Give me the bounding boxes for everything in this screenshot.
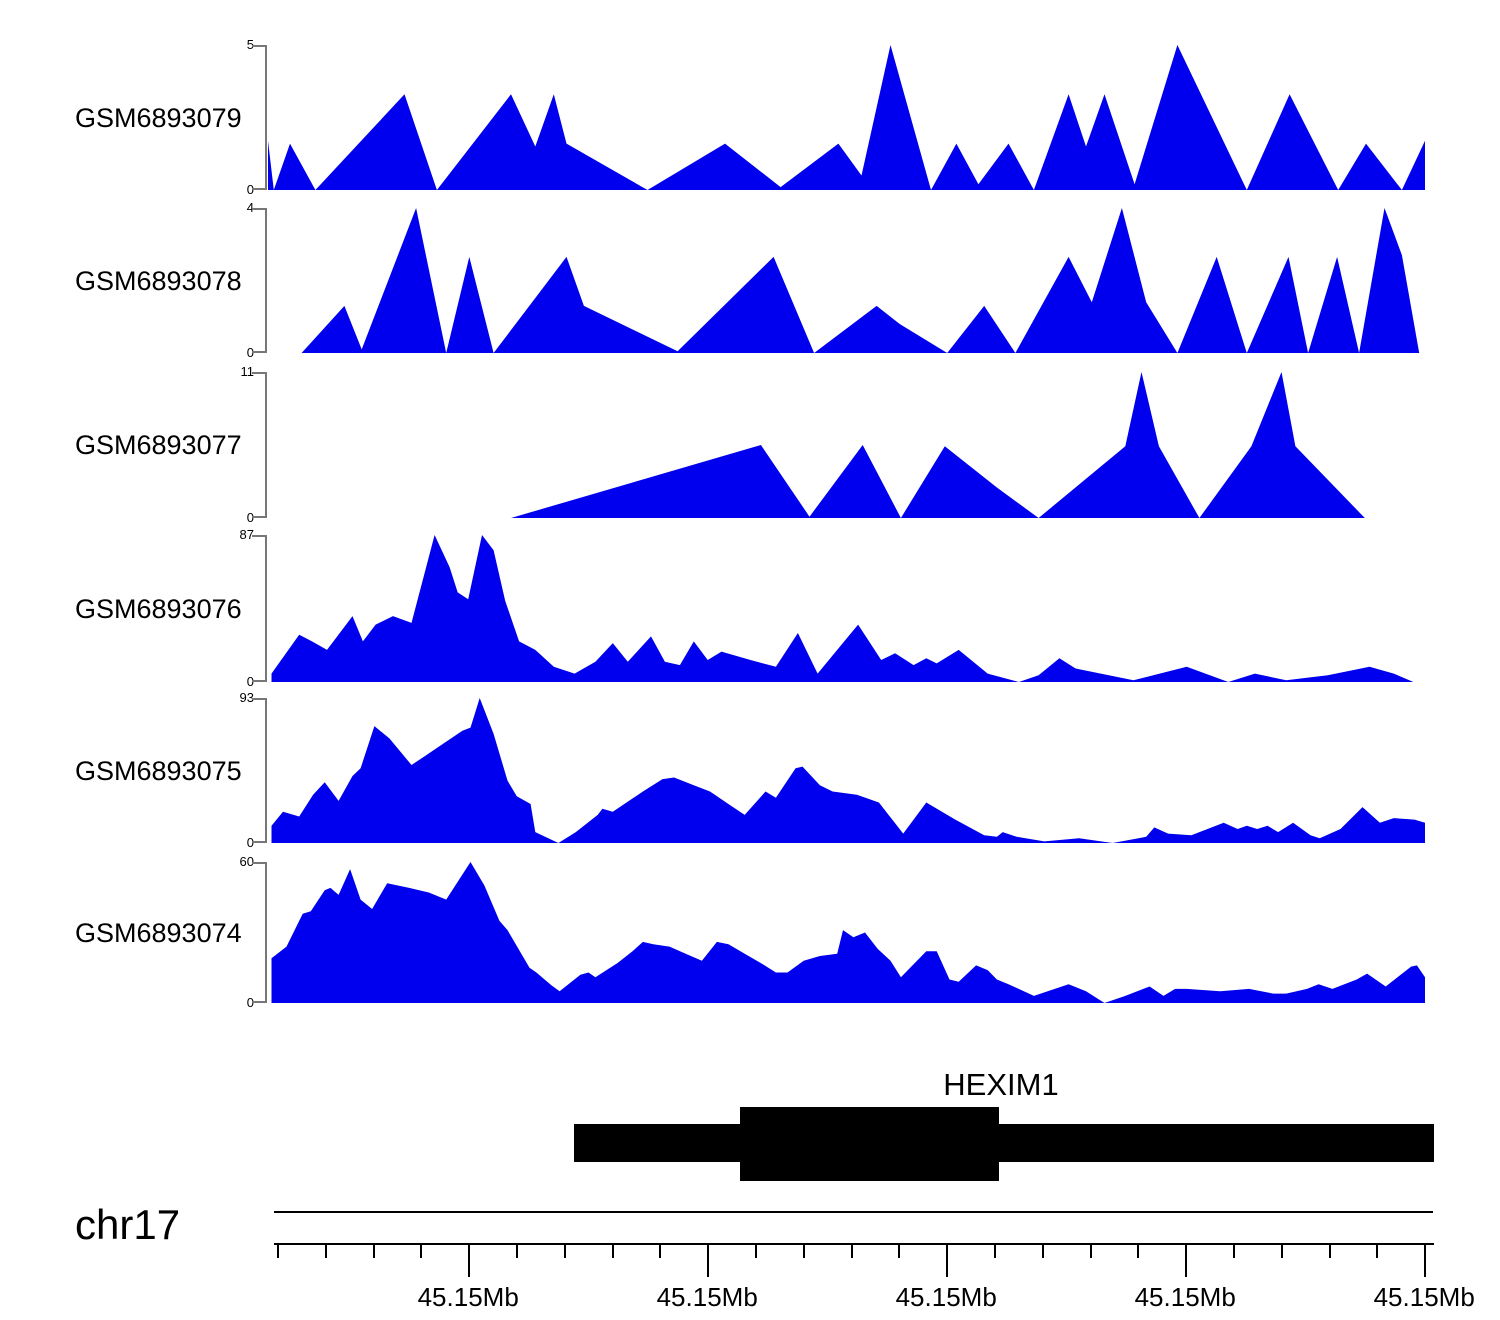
track-area-GSM6893079 xyxy=(268,45,1425,190)
axis-minor-tick xyxy=(1233,1245,1235,1258)
axis-major-tick xyxy=(946,1245,949,1277)
axis-minor-tick xyxy=(1328,1245,1331,1258)
track-area-GSM6893076 xyxy=(271,535,1425,682)
track-ymax-label: 93 xyxy=(239,690,254,705)
axis-minor-tick xyxy=(802,1245,805,1258)
track-ymax-label: 87 xyxy=(239,527,254,542)
coverage-polygon xyxy=(271,698,1425,843)
track-area-GSM6893074 xyxy=(271,862,1425,1003)
chromosome-line xyxy=(274,1211,1433,1213)
track-axis-tick-top xyxy=(252,698,265,700)
axis-minor-tick xyxy=(994,1245,996,1258)
track-area-GSM6893077 xyxy=(268,372,1425,518)
track-ymin-label: 0 xyxy=(246,510,254,525)
track-label: GSM6893079 xyxy=(75,102,242,133)
track-area-GSM6893075 xyxy=(271,698,1425,843)
axis-tick-label: 45.15Mb xyxy=(1134,1282,1236,1312)
track-axis-tick-top xyxy=(252,372,265,374)
track-axis-bracket xyxy=(265,45,267,190)
track-label: GSM6893078 xyxy=(75,265,242,296)
coverage-polygon xyxy=(271,535,1425,682)
track-axis-bracket xyxy=(265,862,267,1003)
track-axis-tick-bottom xyxy=(252,516,265,518)
track-ymax-label: 11 xyxy=(240,364,255,379)
axis-minor-tick xyxy=(324,1245,327,1258)
track-ymin-label: 0 xyxy=(246,674,254,689)
track-ymax-label: 5 xyxy=(246,37,254,52)
axis-minor-tick xyxy=(659,1245,662,1258)
coverage-polygon xyxy=(268,45,1425,190)
track-ymin-label: 0 xyxy=(246,835,254,850)
axis-major-tick xyxy=(707,1245,710,1277)
axis-tick-label: 45.15Mb xyxy=(1373,1282,1475,1312)
track-ymin-label: 0 xyxy=(246,345,254,360)
track-axis-tick-bottom xyxy=(252,188,265,190)
axis-minor-tick xyxy=(898,1245,901,1258)
track-label: GSM6893076 xyxy=(75,593,242,624)
track-axis-bracket xyxy=(265,208,267,353)
track-area-GSM6893078 xyxy=(268,208,1425,353)
coverage-polygon xyxy=(268,372,1425,518)
track-axis-tick-bottom xyxy=(252,351,265,353)
track-ymax-label: 60 xyxy=(239,854,254,869)
axis-tick-label: 45.15Mb xyxy=(417,1282,519,1312)
track-axis-tick-bottom xyxy=(252,1001,265,1003)
track-label: GSM6893077 xyxy=(75,430,242,460)
axis-minor-tick xyxy=(1280,1245,1283,1258)
chromosome-label: chr17 xyxy=(75,1201,181,1248)
track-axis-tick-top xyxy=(252,862,265,864)
track-axis-bracket xyxy=(265,372,267,518)
axis-minor-tick xyxy=(850,1245,853,1258)
coverage-polygon xyxy=(271,862,1425,1003)
track-axis-tick-bottom xyxy=(252,841,265,843)
axis-minor-tick xyxy=(277,1245,279,1258)
axis-minor-tick xyxy=(563,1245,566,1258)
axis-minor-tick xyxy=(516,1245,518,1258)
axis-major-tick xyxy=(1424,1245,1427,1277)
axis-minor-tick xyxy=(420,1245,423,1258)
axis-minor-tick xyxy=(755,1245,757,1258)
axis-minor-tick xyxy=(372,1245,375,1258)
track-axis-tick-top xyxy=(252,45,265,47)
track-axis-bracket xyxy=(265,535,267,682)
gene-name-label: HEXIM1 xyxy=(943,1067,1059,1102)
track-label: GSM6893075 xyxy=(75,755,242,786)
axis-minor-tick xyxy=(611,1245,614,1258)
gene-body-bar xyxy=(574,1124,1434,1162)
axis-line xyxy=(274,1243,1434,1245)
axis-minor-tick xyxy=(1137,1245,1140,1258)
track-label: GSM6893074 xyxy=(75,917,242,948)
axis-tick-label: 45.15Mb xyxy=(656,1282,758,1312)
track-ymax-label: 4 xyxy=(246,200,254,215)
track-ymin-label: 0 xyxy=(246,182,254,197)
track-axis-bracket xyxy=(265,698,267,843)
axis-major-tick xyxy=(468,1245,471,1277)
axis-minor-tick xyxy=(1376,1245,1379,1258)
axis-tick-label: 45.15Mb xyxy=(895,1282,997,1312)
track-axis-tick-bottom xyxy=(252,680,265,682)
gene-exon-box xyxy=(740,1107,999,1181)
track-axis-tick-top xyxy=(252,208,265,210)
track-axis-tick-top xyxy=(252,535,265,537)
axis-major-tick xyxy=(1185,1245,1188,1277)
axis-minor-tick xyxy=(1089,1245,1092,1258)
coverage-polygon xyxy=(268,208,1425,353)
axis-minor-tick xyxy=(1041,1245,1044,1258)
track-ymin-label: 0 xyxy=(246,995,254,1010)
